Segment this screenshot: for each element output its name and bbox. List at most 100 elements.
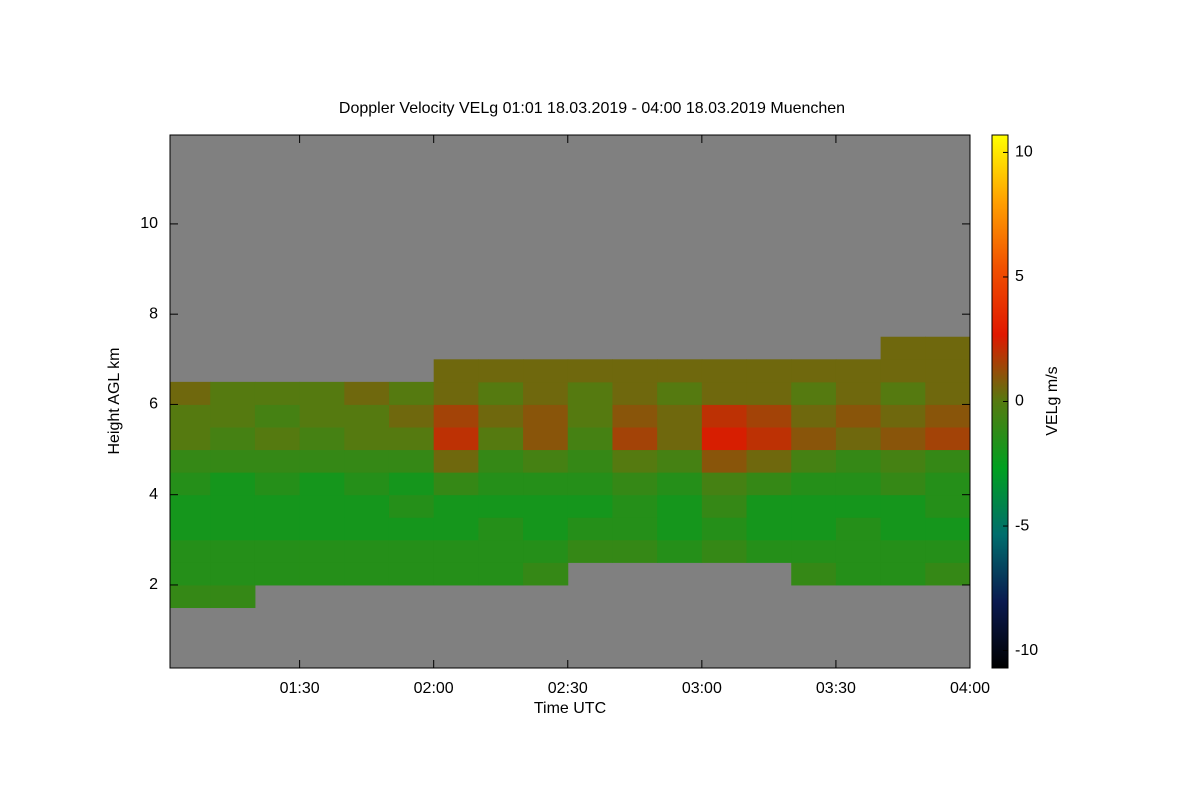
- heatmap-cell: [746, 472, 792, 496]
- heatmap-cell: [567, 426, 613, 451]
- heatmap-cell: [835, 539, 882, 563]
- heatmap-cell: [344, 562, 390, 586]
- heatmap-cell: [344, 381, 390, 405]
- heatmap-cell: [925, 494, 970, 518]
- x-tick-label: 02:00: [414, 680, 454, 697]
- heatmap-cell: [791, 449, 837, 473]
- heatmap-cell: [478, 562, 524, 586]
- heatmap-cell: [835, 517, 882, 541]
- heatmap-cell: [210, 381, 256, 405]
- heatmap-cell: [880, 426, 926, 451]
- heatmap-cell: [388, 494, 435, 518]
- heatmap-cell: [299, 539, 345, 563]
- heatmap-cell: [925, 359, 970, 383]
- x-tick-label: 03:00: [682, 680, 722, 697]
- y-tick-label: 2: [149, 576, 158, 593]
- heatmap-cell: [746, 404, 792, 428]
- heatmap-cell: [880, 381, 926, 405]
- heatmap-cell: [657, 539, 703, 563]
- heatmap-cell: [433, 539, 479, 563]
- heatmap-cell: [254, 517, 301, 541]
- heatmap-cell: [567, 539, 613, 563]
- heatmap-cell: [523, 539, 569, 563]
- colorbar-tick-label: 5: [1015, 268, 1024, 285]
- heatmap-cell: [701, 381, 748, 405]
- heatmap-cell: [254, 472, 301, 496]
- heatmap-cell: [746, 449, 792, 473]
- heatmap-cell: [791, 359, 837, 383]
- heatmap-cell: [880, 494, 926, 518]
- heatmap-cell: [925, 404, 970, 428]
- plot-frame: [169, 134, 971, 669]
- heatmap-cell: [388, 562, 435, 586]
- heatmap-cell: [925, 472, 970, 496]
- heatmap-cell: [791, 381, 837, 405]
- heatmap-cell: [433, 381, 479, 405]
- heatmap-cell: [835, 472, 882, 496]
- heatmap-cell: [567, 359, 613, 383]
- heatmap-cell: [612, 517, 658, 541]
- heatmap-cell: [170, 472, 211, 496]
- heatmap-cell: [388, 426, 435, 451]
- heatmap-cell: [880, 562, 926, 586]
- chart-title: Doppler Velocity VELg 01:01 18.03.2019 -…: [339, 100, 845, 117]
- y-tick-label: 8: [149, 305, 158, 322]
- heatmap-cell: [746, 426, 792, 451]
- heatmap-cell: [523, 404, 569, 428]
- heatmap-cell: [791, 472, 837, 496]
- y-tick-label: 6: [149, 396, 158, 413]
- heatmap-cell: [523, 562, 569, 586]
- heatmap-cell: [791, 426, 837, 451]
- heatmap-cell: [746, 359, 792, 383]
- heatmap-cell: [701, 426, 748, 451]
- x-tick-label: 03:30: [816, 680, 856, 697]
- heatmap-cell: [701, 494, 748, 518]
- heatmap-cell: [170, 449, 211, 473]
- heatmap-cell: [701, 449, 748, 473]
- heatmap-cell: [835, 449, 882, 473]
- heatmap-cell: [523, 494, 569, 518]
- y-tick-label: 10: [140, 215, 158, 232]
- heatmap-cell: [344, 517, 390, 541]
- heatmap-cell: [925, 426, 970, 451]
- heatmap-cell: [657, 449, 703, 473]
- heatmap-cells: [170, 336, 970, 609]
- heatmap-cell: [880, 404, 926, 428]
- heatmap-cell: [701, 517, 748, 541]
- x-axis-label: Time UTC: [534, 700, 606, 717]
- heatmap-cell: [612, 472, 658, 496]
- heatmap-cell: [299, 426, 345, 451]
- heatmap-cell: [701, 404, 748, 428]
- heatmap-cell: [299, 404, 345, 428]
- heatmap-cell: [388, 404, 435, 428]
- heatmap-cell: [170, 517, 211, 541]
- heatmap-cell: [388, 381, 435, 405]
- heatmap-cell: [344, 426, 390, 451]
- heatmap-cell: [657, 472, 703, 496]
- colorbar-tick-label: -5: [1015, 517, 1029, 534]
- heatmap-cell: [433, 404, 479, 428]
- heatmap-cell: [567, 494, 613, 518]
- heatmap-cell: [478, 539, 524, 563]
- heatmap-cell: [657, 517, 703, 541]
- heatmap-cell: [478, 404, 524, 428]
- heatmap-cell: [657, 381, 703, 405]
- heatmap-cell: [791, 539, 837, 563]
- heatmap-cell: [210, 562, 256, 586]
- heatmap-cell: [835, 562, 882, 586]
- heatmap-cell: [170, 426, 211, 451]
- colorbar-tick-label: -10: [1015, 642, 1038, 659]
- x-tick-label: 02:30: [548, 680, 588, 697]
- heatmap-cell: [254, 494, 301, 518]
- heatmap-cell: [478, 381, 524, 405]
- heatmap-cell: [701, 359, 748, 383]
- x-tick-label: 04:00: [950, 680, 990, 697]
- heatmap-cell: [478, 359, 524, 383]
- heatmap-cell: [746, 494, 792, 518]
- heatmap-cell: [835, 381, 882, 405]
- heatmap-cell: [299, 562, 345, 586]
- heatmap-cell: [478, 494, 524, 518]
- heatmap-cell: [170, 584, 211, 609]
- heatmap-cell: [344, 539, 390, 563]
